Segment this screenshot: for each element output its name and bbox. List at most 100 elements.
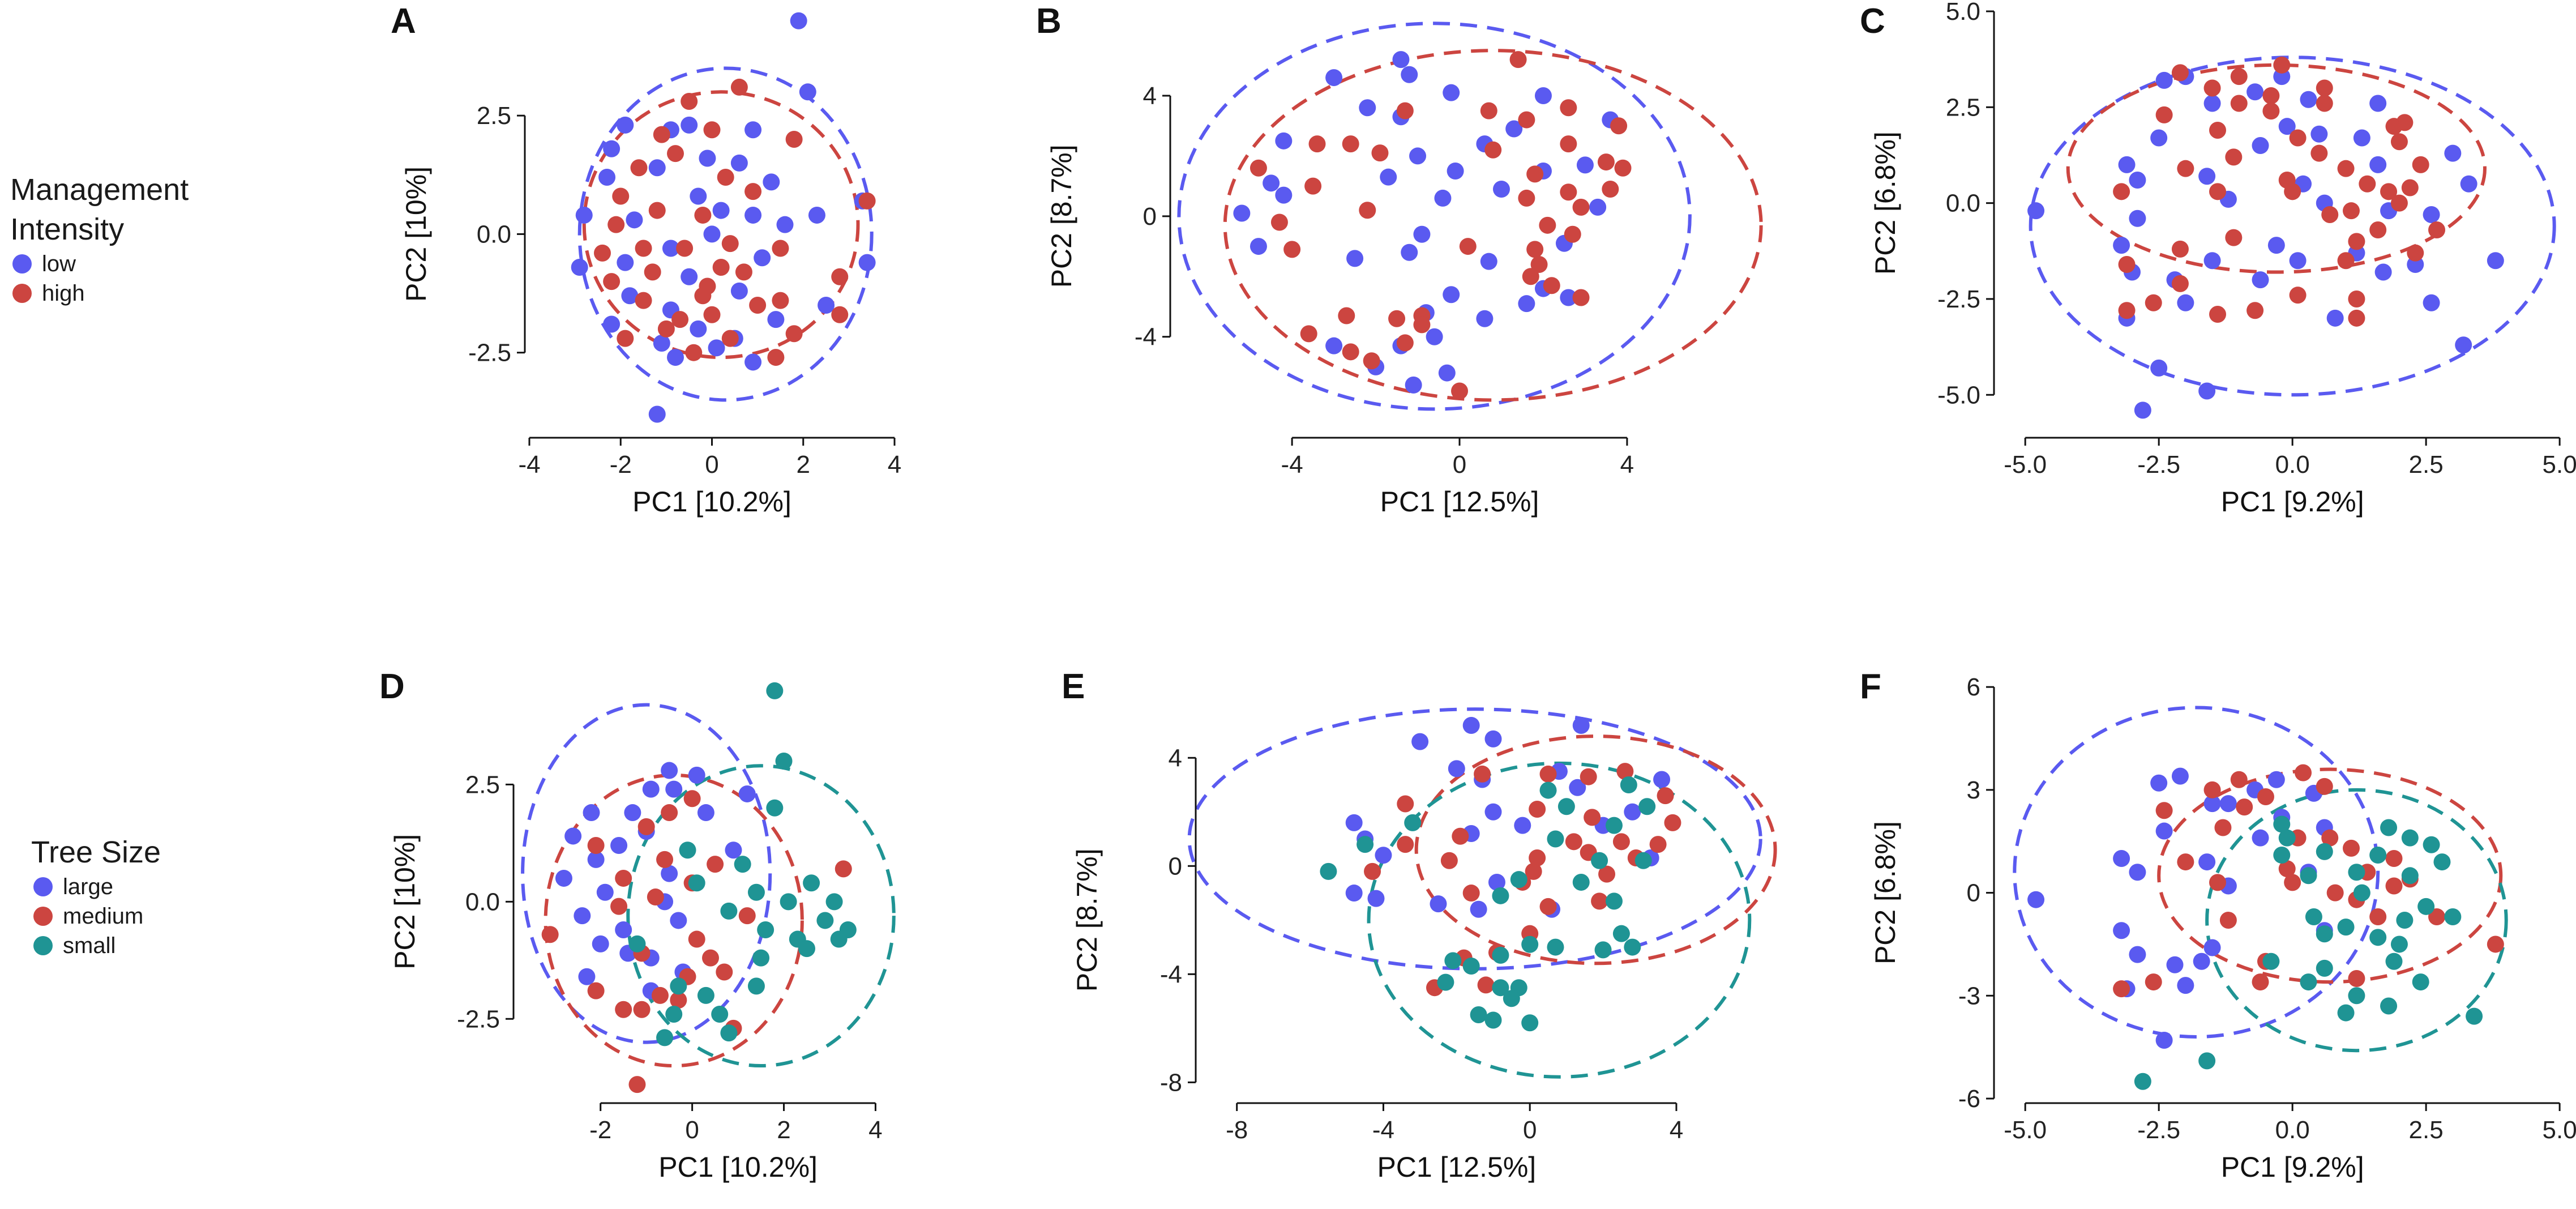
- panel-label: D: [379, 667, 405, 706]
- data-point-high: [1597, 153, 1615, 171]
- data-point-small: [670, 977, 687, 995]
- data-point-high: [1610, 117, 1628, 135]
- data-point-high: [1543, 277, 1560, 294]
- data-point-low: [744, 353, 762, 371]
- data-point-large: [574, 907, 591, 925]
- data-point-high: [772, 240, 789, 257]
- data-point-small: [2316, 925, 2333, 943]
- data-point-low: [1263, 174, 1280, 192]
- data-point-low: [1443, 84, 1460, 101]
- data-point-small: [780, 893, 797, 911]
- data-point-high: [2230, 95, 2248, 112]
- data-point-high: [1572, 198, 1590, 216]
- data-point-small: [1470, 1006, 1487, 1023]
- data-point-low: [1233, 204, 1251, 222]
- x-axis-title: PC1 [12.5%]: [1380, 486, 1539, 518]
- data-point-medium: [637, 818, 655, 835]
- data-point-small: [2390, 935, 2408, 953]
- data-point-small: [1591, 852, 1608, 869]
- data-point-small: [2278, 829, 2296, 847]
- data-point-small: [2300, 867, 2317, 885]
- data-point-low: [1250, 238, 1267, 255]
- data-point-low: [1443, 286, 1460, 304]
- data-point-medium: [1584, 809, 1601, 826]
- confidence-ellipse-high: [1223, 49, 1763, 402]
- data-point-high: [2407, 244, 2424, 262]
- data-point-low: [1438, 364, 1456, 382]
- data-point-large: [738, 785, 756, 802]
- data-point-small: [2417, 898, 2435, 915]
- data-point-high: [2203, 79, 2221, 97]
- data-point-high: [785, 325, 803, 343]
- data-point-high: [1484, 141, 1502, 159]
- data-point-low: [575, 206, 593, 224]
- data-point-high: [2155, 106, 2173, 123]
- data-point-small: [816, 912, 834, 929]
- y-tick-label: -2.5: [468, 339, 511, 367]
- data-point-low: [2150, 129, 2168, 147]
- data-point-high: [2209, 183, 2227, 200]
- data-point-high: [635, 292, 652, 309]
- data-point-low: [2444, 144, 2462, 162]
- legend-label: small: [63, 933, 116, 958]
- data-point-large: [1345, 814, 1363, 831]
- data-point-high: [767, 349, 785, 366]
- y-axis-title: PC2 [10%]: [400, 166, 432, 302]
- x-axis-title: PC1 [10.2%]: [632, 486, 791, 518]
- y-tick-label: 2.5: [465, 771, 500, 798]
- data-point-low: [2027, 202, 2045, 220]
- data-point-high: [2390, 194, 2408, 212]
- y-axis-title: PC2 [8.7%]: [1071, 848, 1103, 992]
- data-point-medium: [587, 982, 605, 999]
- data-point-low: [1534, 87, 1552, 104]
- data-point-large: [583, 804, 600, 822]
- data-point-low: [2252, 271, 2269, 289]
- data-point-small: [1492, 887, 1509, 904]
- data-point-medium: [661, 804, 678, 822]
- y-tick-label: 0.0: [465, 888, 500, 916]
- data-point-high: [2412, 156, 2429, 173]
- y-tick-label: 0.0: [1946, 190, 1980, 217]
- data-point-medium: [628, 1076, 646, 1093]
- data-point-low: [2300, 91, 2317, 108]
- data-point-low: [2198, 168, 2216, 185]
- x-axis-title: PC1 [9.2%]: [2221, 486, 2364, 518]
- y-tick-label: 2.5: [1946, 93, 1980, 121]
- x-tick-label: -2: [610, 451, 632, 479]
- data-point-high: [703, 121, 721, 139]
- data-point-high: [1451, 382, 1469, 400]
- legend-item-low: low: [10, 249, 189, 279]
- data-point-low: [2113, 237, 2130, 254]
- data-point-high: [1342, 343, 1359, 361]
- data-point-high: [1459, 238, 1477, 255]
- data-point-high: [1518, 189, 1535, 207]
- data-point-high: [699, 277, 716, 295]
- data-point-low: [2369, 95, 2387, 112]
- panel-label: C: [1860, 2, 1885, 41]
- data-point-medium: [2295, 764, 2312, 781]
- data-point-low: [1426, 328, 1443, 345]
- y-tick-label: -3: [1958, 982, 1980, 1010]
- data-point-high: [772, 292, 789, 309]
- data-point-high: [2262, 87, 2280, 104]
- y-tick-label: -2.5: [457, 1005, 500, 1033]
- data-point-medium: [1452, 827, 1469, 845]
- panel-c: -5.0 -2.5 0.0 2.5 5.0 -5.0 -2.5 0.0 2.5 5.0 PC1 [9…: [1860, 0, 2576, 518]
- data-point-small: [2337, 919, 2355, 936]
- data-point-small: [747, 883, 765, 901]
- data-point-high: [2380, 183, 2398, 200]
- data-point-medium: [1598, 865, 1616, 883]
- data-point-large: [564, 827, 582, 845]
- y-tick-label: -5.0: [1937, 381, 1980, 409]
- data-point-small: [1521, 1014, 1539, 1032]
- data-point-large: [2177, 977, 2194, 994]
- legend-item-high: high: [10, 279, 189, 308]
- data-point-low: [2203, 252, 2221, 270]
- data-point-high: [2337, 252, 2355, 270]
- data-point-high: [2284, 183, 2301, 200]
- data-point-high: [2246, 302, 2264, 319]
- data-point-large: [1462, 716, 1480, 734]
- data-point-low: [1325, 69, 1343, 87]
- data-point-low: [648, 405, 666, 423]
- data-point-large: [592, 935, 609, 952]
